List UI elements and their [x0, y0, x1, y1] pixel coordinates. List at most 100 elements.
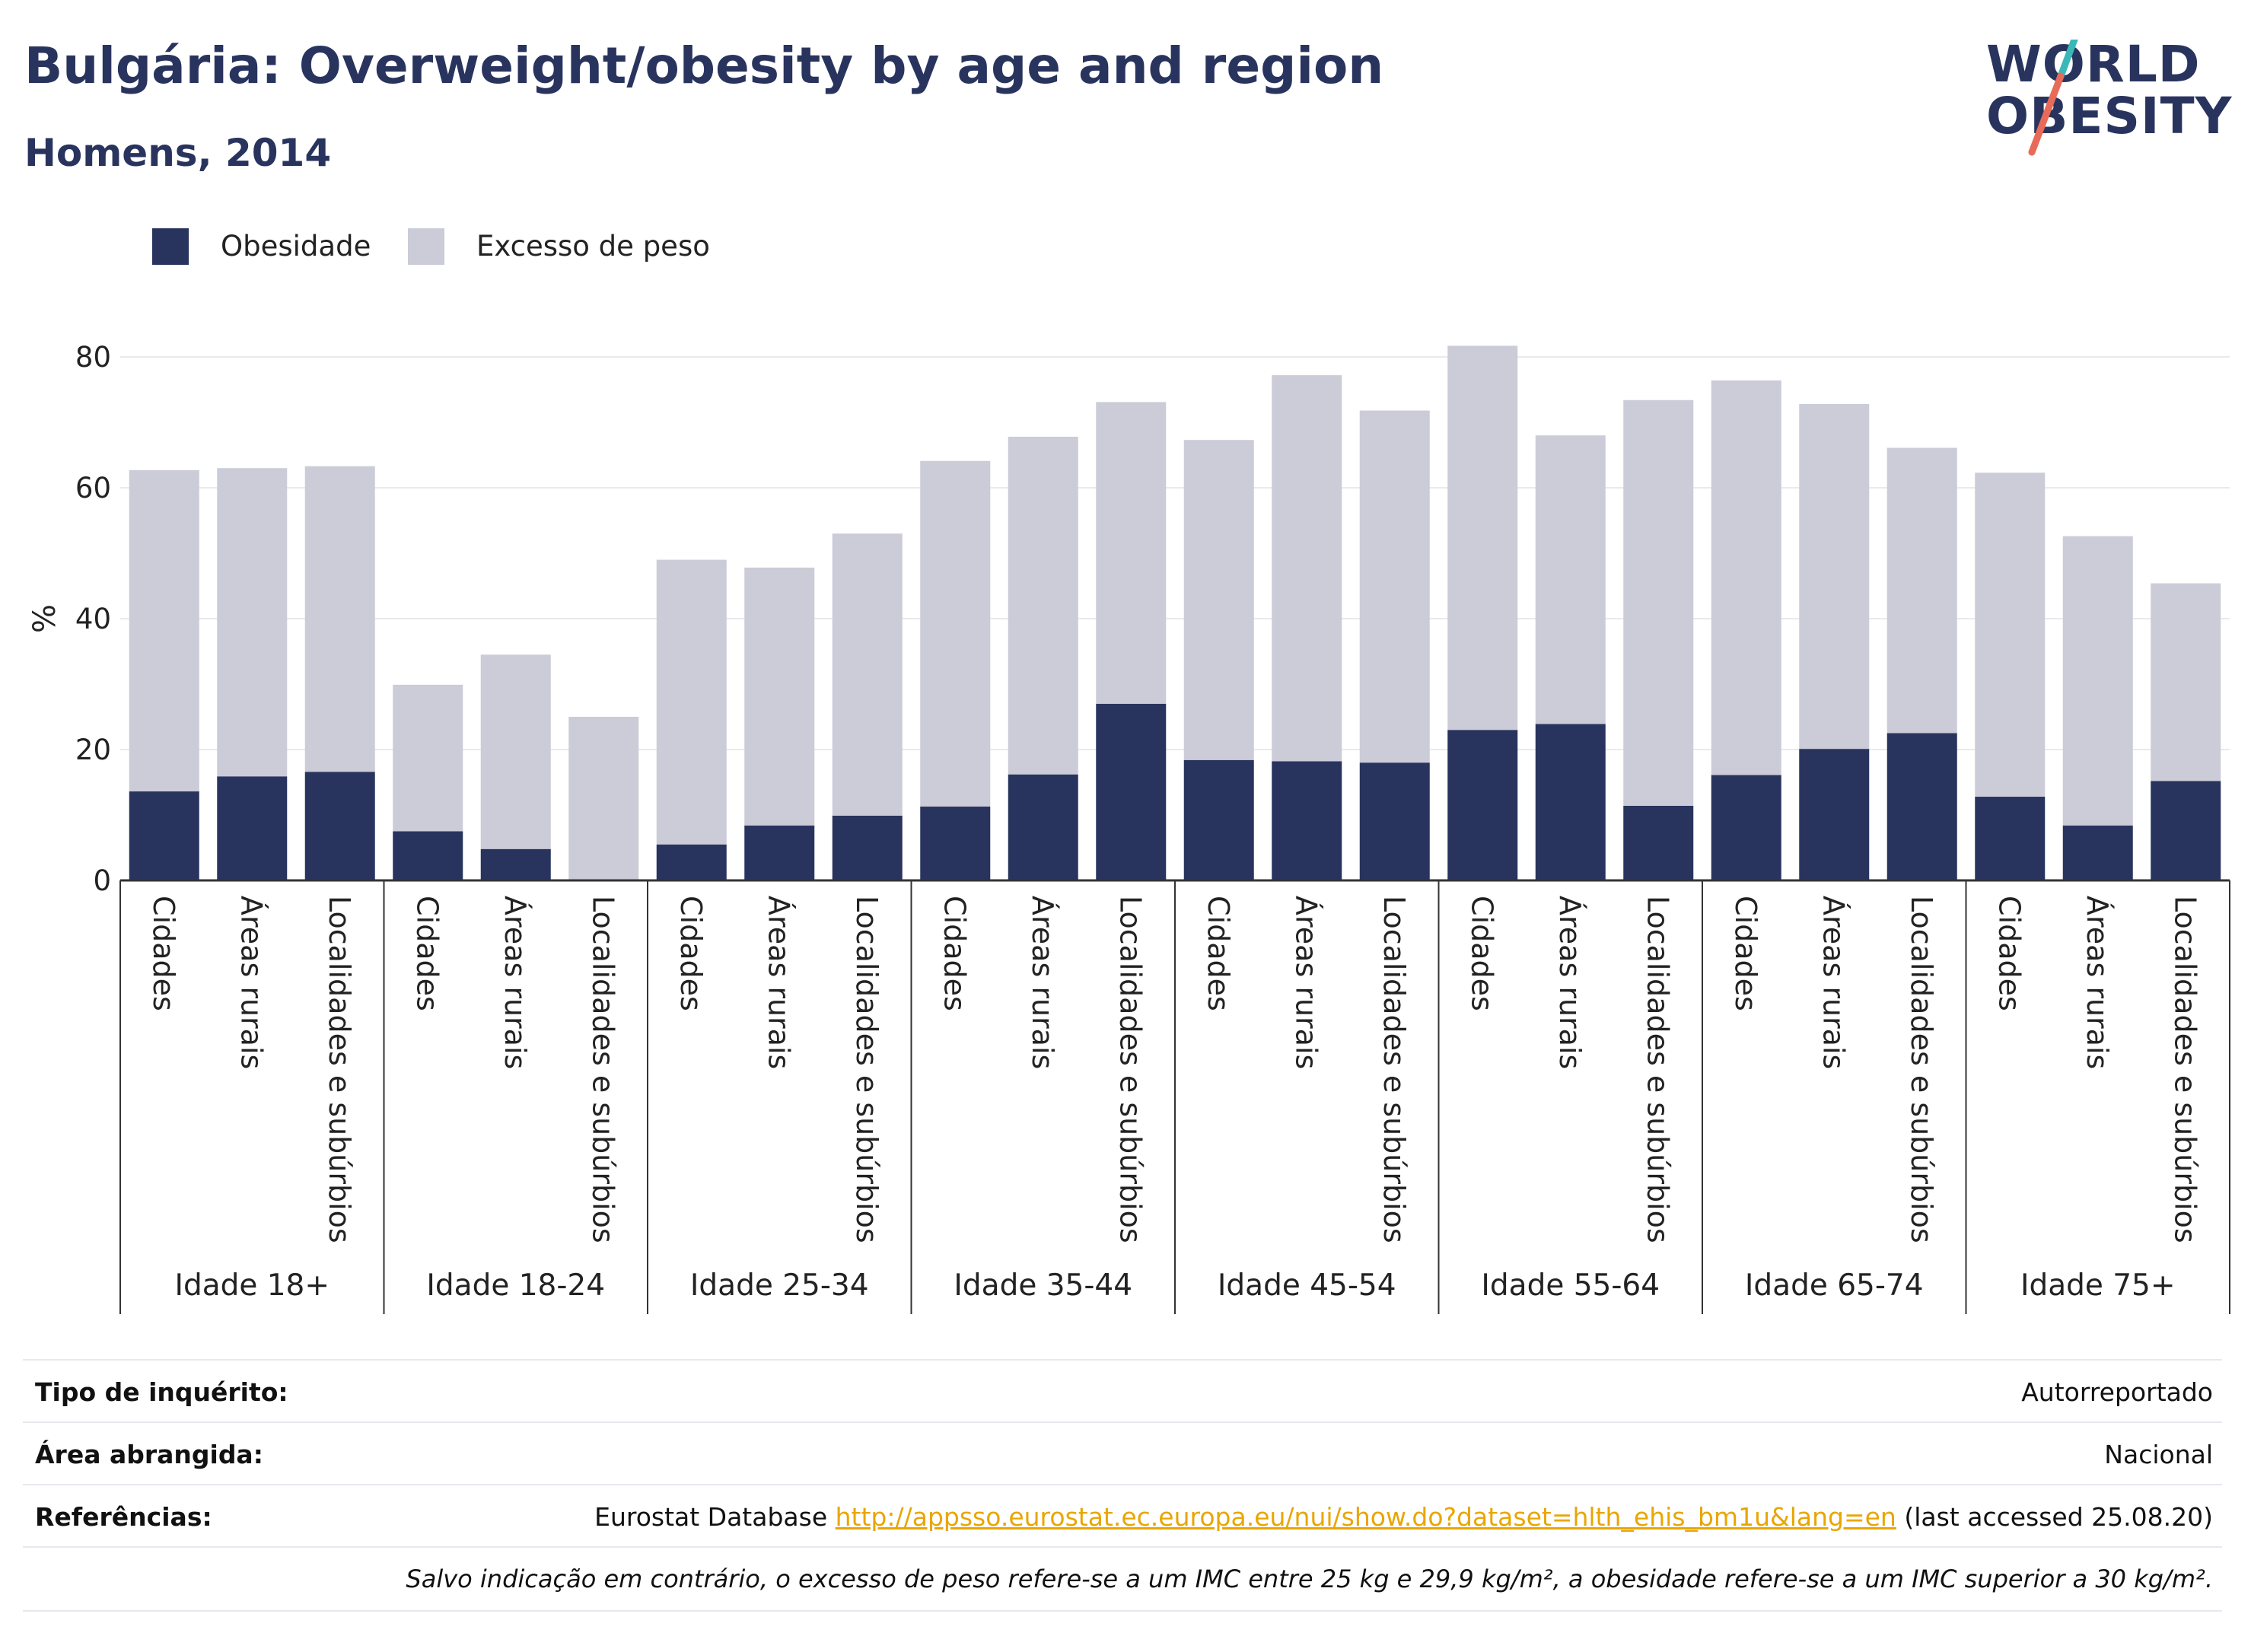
x-category-label: Áreas rurais	[762, 896, 795, 1069]
bar-obesity	[1887, 734, 1957, 881]
x-category-label: Localidades e subúrbios	[586, 896, 619, 1243]
bar-obesity	[1536, 724, 1606, 880]
bar-obesity	[1711, 775, 1781, 880]
bar-overweight	[1623, 400, 1693, 806]
bar-overweight	[481, 654, 551, 848]
x-group-label: Idade 18-24	[426, 1268, 605, 1303]
meta-row-survey-type: Tipo de inquérito: Autorreportado	[23, 1359, 2222, 1423]
x-category-label: Áreas rurais	[1816, 896, 1850, 1069]
bar-overweight	[1272, 375, 1342, 761]
bar-overweight	[129, 470, 199, 791]
bar-overweight	[744, 568, 814, 826]
meta-key-coverage: Área abrangida:	[35, 1440, 263, 1469]
bar-overweight	[568, 717, 638, 880]
x-category-label: Localidades e subúrbios	[1113, 896, 1147, 1243]
bar-overweight	[833, 533, 903, 816]
meta-row-coverage: Área abrangida: Nacional	[23, 1421, 2222, 1485]
x-category-label: Áreas rurais	[234, 896, 268, 1069]
y-tick-label: 0	[93, 864, 111, 897]
bar-overweight	[1447, 345, 1517, 730]
x-group-label: Idade 65-74	[1745, 1268, 1924, 1303]
chart-subtitle: Homens, 2014	[24, 131, 331, 175]
bar-overweight	[1360, 411, 1430, 763]
bar-overweight	[1536, 435, 1606, 724]
y-tick-label: 60	[75, 472, 111, 505]
x-category-label: Localidades e subúrbios	[850, 896, 884, 1243]
x-category-label: Cidades	[1992, 896, 2026, 1011]
x-category-label: Cidades	[938, 896, 971, 1011]
x-category-label: Cidades	[1465, 896, 1498, 1011]
x-category-label: Localidades e subúrbios	[1641, 896, 1674, 1243]
bar-overweight	[920, 461, 990, 807]
reference-suffix: (last accessed 25.08.20)	[1896, 1502, 2213, 1532]
bar-obesity	[1184, 760, 1254, 880]
bar-overweight	[1799, 404, 1869, 749]
x-category-label: Cidades	[410, 896, 444, 1011]
x-category-label: Áreas rurais	[1289, 896, 1323, 1069]
x-category-label: Cidades	[1202, 896, 1235, 1011]
bar-obesity	[1799, 749, 1869, 880]
bar-chart: 0 20 40 60 80% Cidades Áreas rurais Localidades…	[0, 327, 2251, 1324]
bar-obesity	[1008, 775, 1078, 880]
bar-obesity	[217, 776, 287, 880]
x-category-label: Localidades e subúrbios	[323, 896, 356, 1243]
x-category-label: Áreas rurais	[498, 896, 532, 1069]
reference-prefix: Eurostat Database	[594, 1502, 836, 1532]
reference-link[interactable]: http://appsso.eurostat.ec.europa.eu/nui/…	[836, 1502, 1896, 1532]
legend-label-obesity: Obesidade	[221, 230, 371, 263]
bar-obesity	[1975, 797, 2045, 880]
bar-overweight	[217, 468, 287, 776]
meta-key-survey-type: Tipo de inquérito:	[35, 1377, 288, 1407]
x-group-label: Idade 25-34	[690, 1268, 869, 1303]
x-category-label: Cidades	[147, 896, 180, 1011]
definition-note: Salvo indicação em contrário, o excesso …	[406, 1564, 2213, 1593]
logo-slash-icon	[1986, 40, 2237, 161]
meta-row-references: Referências: Eurostat Database http://ap…	[23, 1484, 2222, 1548]
bar-overweight	[1975, 473, 2045, 797]
bar-overweight	[2063, 536, 2133, 826]
bar-obesity	[1447, 730, 1517, 880]
bar-obesity	[305, 772, 375, 880]
bar-obesity	[833, 816, 903, 880]
y-tick-label: 20	[75, 734, 111, 766]
bar-obesity	[744, 826, 814, 880]
x-category-label: Localidades e subúrbios	[1905, 896, 1938, 1243]
x-category-label: Localidades e subúrbios	[1377, 896, 1411, 1243]
bar-obesity	[1272, 761, 1342, 880]
y-tick-label: 80	[75, 341, 111, 374]
chart-title: Bulgária: Overweight/obesity by age and …	[24, 37, 1383, 95]
bar-obesity	[481, 849, 551, 880]
meta-value-references: Eurostat Database http://appsso.eurostat…	[594, 1502, 2213, 1532]
bar-overweight	[1096, 402, 1166, 703]
bar-obesity	[2151, 781, 2221, 880]
bar-overweight	[1184, 440, 1254, 760]
bar-obesity	[1096, 704, 1166, 880]
x-category-label: Áreas rurais	[1553, 896, 1587, 1069]
bar-overweight	[1887, 448, 1957, 734]
y-tick-label: 40	[75, 603, 111, 635]
meta-value-survey-type: Autorreportado	[2021, 1377, 2213, 1407]
bar-obesity	[1360, 762, 1430, 880]
x-group-label: Idade 35-44	[954, 1268, 1132, 1303]
bar-obesity	[657, 845, 727, 880]
bar-overweight	[1711, 380, 1781, 775]
world-obesity-logo: WORLD OBESITY	[1986, 40, 2237, 161]
bar-overweight	[1008, 437, 1078, 775]
bar-overweight	[2151, 584, 2221, 781]
x-category-label: Cidades	[1729, 896, 1762, 1011]
y-axis-label: %	[27, 604, 62, 633]
meta-row-note: Salvo indicação em contrário, o excesso …	[23, 1546, 2222, 1612]
meta-value-coverage: Nacional	[2104, 1440, 2213, 1469]
bar-obesity	[920, 807, 990, 880]
meta-key-references: Referências:	[35, 1502, 212, 1532]
x-category-label: Áreas rurais	[1026, 896, 1059, 1069]
x-group-label: Idade 18+	[174, 1268, 330, 1303]
x-category-label: Áreas rurais	[2081, 896, 2114, 1069]
x-group-label: Idade 75+	[2020, 1268, 2176, 1303]
legend-swatch-overweight	[408, 228, 444, 265]
legend-swatch-obesity	[152, 228, 189, 265]
x-category-label: Cidades	[674, 896, 708, 1011]
bar-obesity	[129, 791, 199, 880]
bar-obesity	[393, 832, 463, 881]
x-group-label: Idade 55-64	[1481, 1268, 1660, 1303]
